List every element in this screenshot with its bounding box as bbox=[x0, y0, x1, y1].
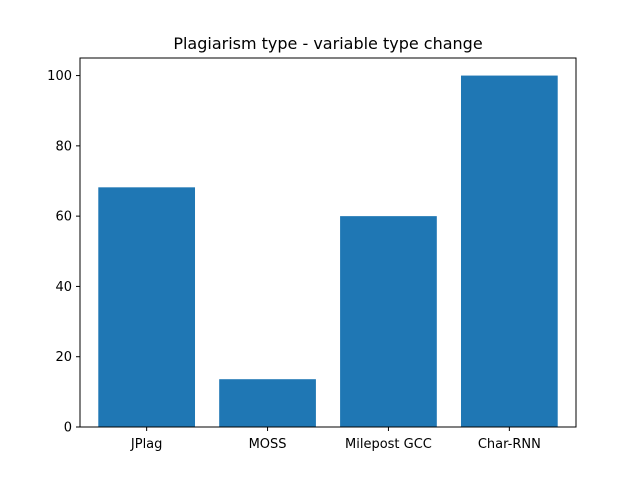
bars-group bbox=[98, 75, 558, 428]
bar-char-rnn bbox=[460, 75, 558, 428]
y-tick-label: 60 bbox=[55, 210, 72, 225]
bar-jplag bbox=[98, 187, 196, 427]
x-tick-label: MOSS bbox=[249, 437, 287, 452]
x-tick-label: Char-RNN bbox=[478, 437, 541, 452]
y-tick-label: 0 bbox=[64, 421, 72, 436]
plot-frame bbox=[79, 57, 577, 428]
y-axis: 0 20 40 60 80 100 bbox=[47, 69, 80, 436]
chart-title: Plagiarism type - variable type change bbox=[173, 34, 482, 53]
bar-moss bbox=[219, 379, 316, 427]
bar-milepost-gcc bbox=[340, 216, 437, 427]
y-tick-label: 80 bbox=[55, 139, 72, 154]
y-tick-label: 100 bbox=[47, 69, 72, 84]
x-tick-label: JPlag bbox=[130, 437, 163, 452]
x-axis: JPlag MOSS Milepost GCC Char-RNN bbox=[130, 427, 541, 452]
y-tick-label: 20 bbox=[55, 350, 72, 365]
y-tick-label: 40 bbox=[55, 280, 72, 295]
x-tick-label: Milepost GCC bbox=[345, 437, 432, 452]
